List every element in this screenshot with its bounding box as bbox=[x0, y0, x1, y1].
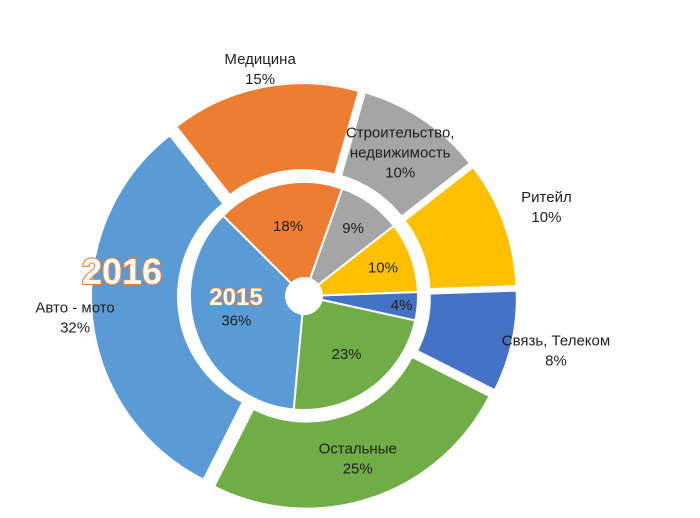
category-label-строительство-недвижимость: недвижимость bbox=[350, 144, 451, 161]
category-label-строительство-недвижимость: Строительство, bbox=[346, 124, 455, 141]
pct-label-2016-авто-мото: 32% bbox=[60, 319, 90, 336]
slice-2016-связь-телеком bbox=[415, 289, 518, 392]
slice-2016-остальные bbox=[212, 355, 491, 510]
inner-ring-2015 bbox=[189, 181, 419, 411]
category-label-связь-телеком: Связь, Телеком bbox=[502, 332, 610, 349]
slice-2016-медицина bbox=[174, 82, 361, 197]
outer-ring-2016 bbox=[90, 82, 518, 510]
category-label-медицина: Медицина bbox=[224, 51, 296, 68]
pct-label-2015-авто-мото: 36% bbox=[221, 313, 251, 330]
ring-year-label-2016: 2016 bbox=[82, 251, 162, 292]
slice-2016-авто-мото bbox=[90, 133, 245, 482]
slice-2015-ритейл bbox=[316, 224, 419, 297]
pct-label-2015-строительство-недвижимость: 9% bbox=[342, 220, 364, 237]
pct-label-2016-ритейл: 10% bbox=[531, 209, 561, 226]
slice-2015-остальные bbox=[292, 298, 417, 411]
chart-labels: Связь, Телеком 8% Остальные 25% Авто - мото 3… bbox=[35, 51, 610, 477]
pct-label-2016-связь-телеком: 8% bbox=[545, 352, 567, 369]
ring-year-label-2015: 2015 bbox=[209, 284, 262, 311]
slice-2016-строительство-недвижимость bbox=[339, 91, 472, 219]
category-label-авто-мото: Авто - мото bbox=[35, 299, 114, 316]
slice-2015-медицина bbox=[221, 181, 344, 285]
pct-label-2015-связь-телеком: 4% bbox=[391, 297, 413, 314]
pct-label-2016-остальные: 25% bbox=[343, 460, 373, 477]
pct-label-2016-строительство-недвижимость: 10% bbox=[385, 164, 415, 181]
pct-label-2016-медицина: 15% bbox=[245, 71, 275, 88]
category-label-ритейл: Ритейл bbox=[521, 189, 572, 206]
pct-label-2015-остальные: 23% bbox=[332, 346, 362, 363]
category-label-остальные: Остальные bbox=[319, 440, 397, 457]
pct-label-2015-медицина: 18% bbox=[273, 218, 303, 235]
pct-label-2015-ритейл: 10% bbox=[368, 259, 398, 276]
slice-2015-авто-мото bbox=[189, 214, 304, 411]
slice-2016-ритейл bbox=[403, 165, 518, 291]
